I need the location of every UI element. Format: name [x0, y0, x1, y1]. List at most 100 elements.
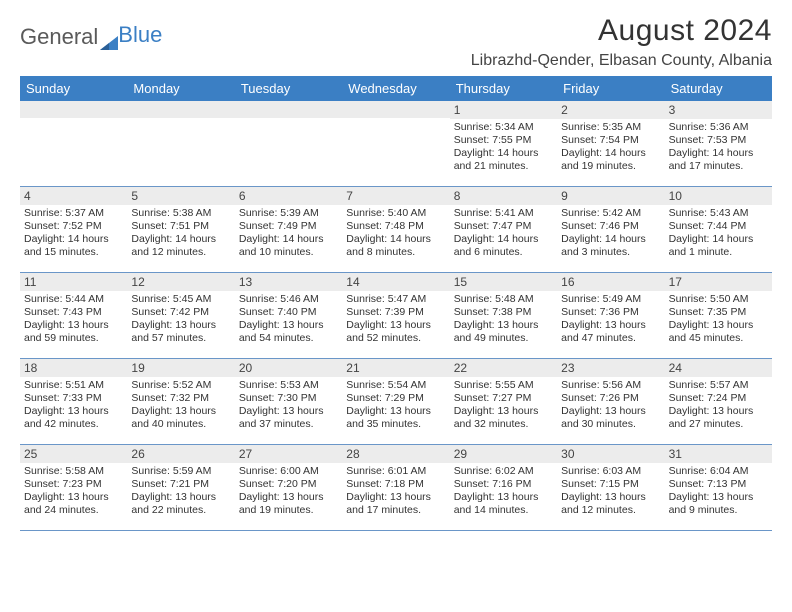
day-info: Sunrise: 5:35 AMSunset: 7:54 PMDaylight:…: [561, 121, 660, 174]
day-info: Sunrise: 5:40 AMSunset: 7:48 PMDaylight:…: [346, 207, 445, 260]
day-cell-17: 17Sunrise: 5:50 AMSunset: 7:35 PMDayligh…: [665, 273, 772, 359]
day-number: 20: [235, 359, 342, 377]
day-info: Sunrise: 5:56 AMSunset: 7:26 PMDaylight:…: [561, 379, 660, 432]
weekday-sunday: Sunday: [20, 76, 127, 101]
day-cell-18: 18Sunrise: 5:51 AMSunset: 7:33 PMDayligh…: [20, 359, 127, 445]
day-info: Sunrise: 6:04 AMSunset: 7:13 PMDaylight:…: [669, 465, 768, 518]
day-number: 29: [450, 445, 557, 463]
day-number: 6: [235, 187, 342, 205]
day-info: Sunrise: 5:46 AMSunset: 7:40 PMDaylight:…: [239, 293, 338, 346]
day-number: 11: [20, 273, 127, 291]
day-info: Sunrise: 5:43 AMSunset: 7:44 PMDaylight:…: [669, 207, 768, 260]
day-cell-14: 14 Sunrise: 5:47 AMSunset: 7:39 PMDayligh…: [342, 273, 449, 359]
day-number: 19: [127, 359, 234, 377]
weekday-header-row: SundayMondayTuesdayWednesdayThursdayFrid…: [20, 76, 772, 101]
day-info: Sunrise: 5:37 AMSunset: 7:52 PMDaylight:…: [24, 207, 123, 260]
weekday-monday: Monday: [127, 76, 234, 101]
day-number: 30: [557, 445, 664, 463]
weekday-tuesday: Tuesday: [235, 76, 342, 101]
day-cell-26: 26 Sunrise: 5:59 AMSunset: 7:21 PMDayligh…: [127, 445, 234, 531]
weekday-thursday: Thursday: [450, 76, 557, 101]
day-info: Sunrise: 5:44 AMSunset: 7:43 PMDaylight:…: [24, 293, 123, 346]
day-number: 9: [557, 187, 664, 205]
day-cell-31: 31 Sunrise: 6:04 AMSunset: 7:13 PMDayligh…: [665, 445, 772, 531]
empty-cell: [127, 101, 234, 187]
day-cell-29: 29 Sunrise: 6:02 AMSunset: 7:16 PMDayligh…: [450, 445, 557, 531]
day-number: 16: [557, 273, 664, 291]
day-cell-1: 1 Sunrise: 5:34 AMSunset: 7:55 PMDaylight…: [450, 101, 557, 187]
day-info: Sunrise: 5:49 AMSunset: 7:36 PMDaylight:…: [561, 293, 660, 346]
logo-text-2: Blue: [118, 22, 162, 48]
day-info: Sunrise: 5:52 AMSunset: 7:32 PMDaylight:…: [131, 379, 230, 432]
day-cell-28: 28Sunrise: 6:01 AMSunset: 7:18 PMDayligh…: [342, 445, 449, 531]
day-number: 17: [665, 273, 772, 291]
day-number: 21: [342, 359, 449, 377]
day-cell-8: 8Sunrise: 5:41 AMSunset: 7:47 PMDaylight…: [450, 187, 557, 273]
day-info: Sunrise: 5:39 AMSunset: 7:49 PMDaylight:…: [239, 207, 338, 260]
day-cell-11: 11 Sunrise: 5:44 AMSunset: 7:43 PMDayligh…: [20, 273, 127, 359]
day-cell-7: 7 Sunrise: 5:40 AMSunset: 7:48 PMDaylight…: [342, 187, 449, 273]
title-block: August 2024 Librazhd-Qender, Elbasan Cou…: [471, 14, 772, 70]
day-cell-6: 6 Sunrise: 5:39 AMSunset: 7:49 PMDaylight…: [235, 187, 342, 273]
day-number: 26: [127, 445, 234, 463]
day-info: Sunrise: 5:47 AMSunset: 7:39 PMDaylight:…: [346, 293, 445, 346]
day-number: 10: [665, 187, 772, 205]
weekday-saturday: Saturday: [665, 76, 772, 101]
empty-cell: [235, 101, 342, 187]
day-cell-22: 22Sunrise: 5:55 AMSunset: 7:27 PMDayligh…: [450, 359, 557, 445]
empty-cell: [20, 101, 127, 187]
day-cell-10: 10 Sunrise: 5:43 AMSunset: 7:44 PMDayligh…: [665, 187, 772, 273]
day-info: Sunrise: 5:42 AMSunset: 7:46 PMDaylight:…: [561, 207, 660, 260]
header: General Blue August 2024 Librazhd-Qender…: [20, 14, 772, 70]
month-title: August 2024: [471, 14, 772, 48]
day-number: 1: [450, 101, 557, 119]
day-info: Sunrise: 5:59 AMSunset: 7:21 PMDaylight:…: [131, 465, 230, 518]
day-cell-5: 5Sunrise: 5:38 AMSunset: 7:51 PMDaylight…: [127, 187, 234, 273]
day-info: Sunrise: 5:53 AMSunset: 7:30 PMDaylight:…: [239, 379, 338, 432]
day-number: 31: [665, 445, 772, 463]
day-number: 2: [557, 101, 664, 119]
day-number: 18: [20, 359, 127, 377]
day-info: Sunrise: 5:57 AMSunset: 7:24 PMDaylight:…: [669, 379, 768, 432]
logo-triangle-icon: [100, 30, 118, 44]
day-number: 24: [665, 359, 772, 377]
logo: General Blue: [20, 14, 162, 50]
logo-text-1: General: [20, 24, 98, 50]
day-info: Sunrise: 5:36 AMSunset: 7:53 PMDaylight:…: [669, 121, 768, 174]
day-number: 27: [235, 445, 342, 463]
day-cell-4: 4 Sunrise: 5:37 AMSunset: 7:52 PMDaylight…: [20, 187, 127, 273]
day-cell-30: 30 Sunrise: 6:03 AMSunset: 7:15 PMDayligh…: [557, 445, 664, 531]
day-info: Sunrise: 5:34 AMSunset: 7:55 PMDaylight:…: [454, 121, 553, 174]
day-number: 28: [342, 445, 449, 463]
calendar-grid: 1 Sunrise: 5:34 AMSunset: 7:55 PMDaylight…: [20, 101, 772, 531]
weekday-wednesday: Wednesday: [342, 76, 449, 101]
day-info: Sunrise: 5:38 AMSunset: 7:51 PMDaylight:…: [131, 207, 230, 260]
day-number: 15: [450, 273, 557, 291]
day-number: 22: [450, 359, 557, 377]
day-info: Sunrise: 5:54 AMSunset: 7:29 PMDaylight:…: [346, 379, 445, 432]
day-number: 14: [342, 273, 449, 291]
day-info: Sunrise: 6:03 AMSunset: 7:15 PMDaylight:…: [561, 465, 660, 518]
day-cell-9: 9 Sunrise: 5:42 AMSunset: 7:46 PMDaylight…: [557, 187, 664, 273]
day-cell-25: 25 Sunrise: 5:58 AMSunset: 7:23 PMDayligh…: [20, 445, 127, 531]
day-info: Sunrise: 6:02 AMSunset: 7:16 PMDaylight:…: [454, 465, 553, 518]
day-info: Sunrise: 5:48 AMSunset: 7:38 PMDaylight:…: [454, 293, 553, 346]
day-info: Sunrise: 5:58 AMSunset: 7:23 PMDaylight:…: [24, 465, 123, 518]
day-number: 7: [342, 187, 449, 205]
day-info: Sunrise: 5:45 AMSunset: 7:42 PMDaylight:…: [131, 293, 230, 346]
day-number: 4: [20, 187, 127, 205]
day-cell-27: 27 Sunrise: 6:00 AMSunset: 7:20 PMDayligh…: [235, 445, 342, 531]
day-cell-2: 2 Sunrise: 5:35 AMSunset: 7:54 PMDaylight…: [557, 101, 664, 187]
weekday-friday: Friday: [557, 76, 664, 101]
day-number: 25: [20, 445, 127, 463]
day-info: Sunrise: 5:41 AMSunset: 7:47 PMDaylight:…: [454, 207, 553, 260]
day-cell-21: 21 Sunrise: 5:54 AMSunset: 7:29 PMDayligh…: [342, 359, 449, 445]
day-cell-23: 23 Sunrise: 5:56 AMSunset: 7:26 PMDayligh…: [557, 359, 664, 445]
day-info: Sunrise: 6:00 AMSunset: 7:20 PMDaylight:…: [239, 465, 338, 518]
day-cell-20: 20 Sunrise: 5:53 AMSunset: 7:30 PMDayligh…: [235, 359, 342, 445]
day-number: 23: [557, 359, 664, 377]
day-cell-16: 16 Sunrise: 5:49 AMSunset: 7:36 PMDayligh…: [557, 273, 664, 359]
calendar-page: General Blue August 2024 Librazhd-Qender…: [0, 0, 792, 545]
day-cell-3: 3 Sunrise: 5:36 AMSunset: 7:53 PMDaylight…: [665, 101, 772, 187]
day-number: 3: [665, 101, 772, 119]
